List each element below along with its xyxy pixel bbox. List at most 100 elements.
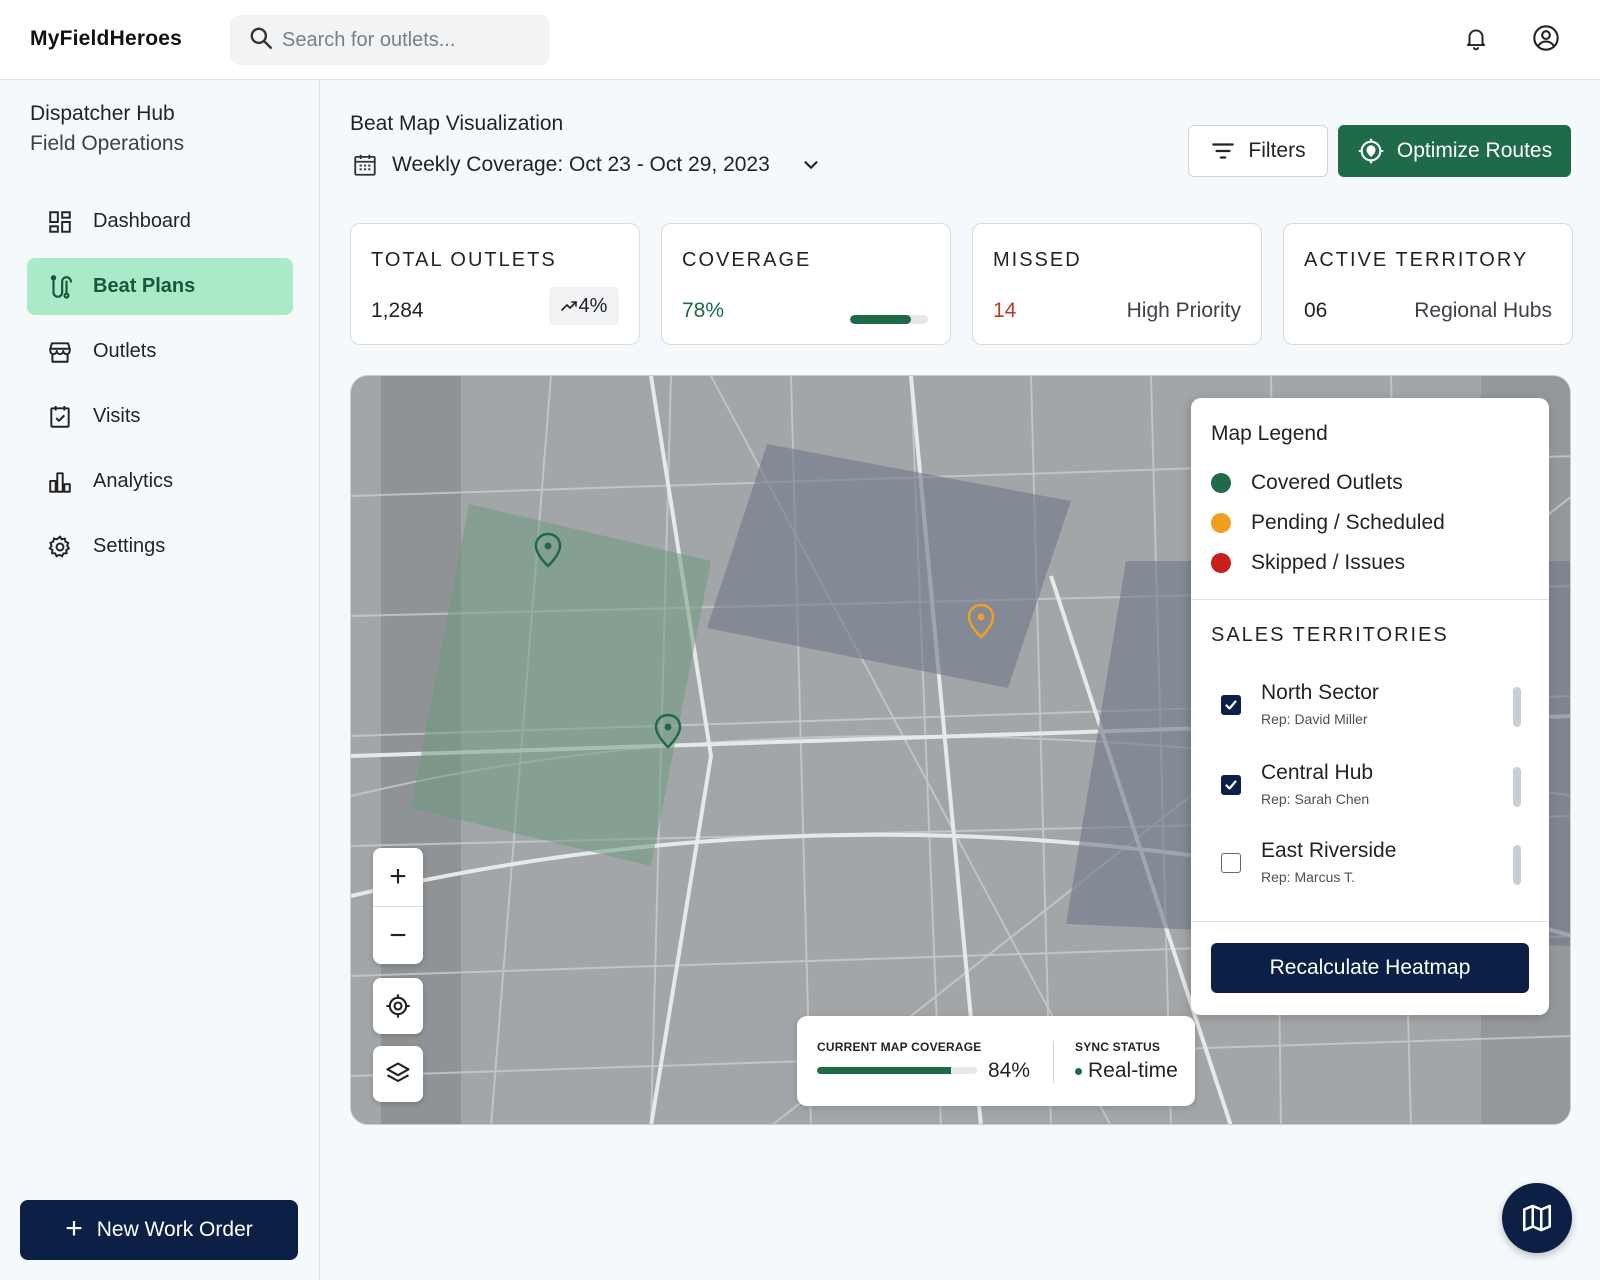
bar-chart-icon (49, 471, 71, 493)
sidebar-item-label: Visits (93, 405, 141, 427)
stat-label: COVERAGE (682, 249, 812, 271)
stat-label: TOTAL OUTLETS (371, 249, 557, 271)
sidebar-item-label: Analytics (93, 470, 174, 492)
top-bar: MyFieldHeroes (0, 0, 1600, 80)
coverage-progress-bar (850, 315, 928, 324)
trend-badge: 4% (549, 287, 619, 325)
layers-icon (386, 1062, 410, 1083)
sidebar-item-settings[interactable]: Settings (27, 518, 293, 575)
optimize-routes-button[interactable]: Optimize Routes (1338, 125, 1571, 177)
divider (1191, 921, 1549, 922)
calendar-check-icon (50, 405, 70, 428)
map-pin-covered[interactable] (654, 713, 682, 749)
search-box[interactable] (230, 15, 550, 65)
status-dot-icon (1075, 1067, 1082, 1075)
trend-up-icon (560, 301, 577, 311)
route-icon (50, 274, 72, 299)
chevron-down-icon (804, 161, 818, 169)
legend-item: Pending / Scheduled (1211, 511, 1445, 535)
sync-status: Real-time (1075, 1059, 1178, 1083)
locate-button[interactable] (373, 978, 423, 1034)
filters-button[interactable]: Filters (1188, 125, 1328, 177)
red-dot-icon (1211, 553, 1231, 573)
territory-checkbox[interactable] (1221, 695, 1241, 715)
orange-dot-icon (1211, 513, 1231, 533)
dashboard-grid-icon (49, 210, 71, 233)
date-range-selector[interactable]: Weekly Coverage: Oct 23 - Oct 29, 2023 (352, 152, 822, 178)
current-coverage-value: 84% (988, 1059, 1031, 1082)
legend-item: Covered Outlets (1211, 471, 1403, 495)
territory-name: Central Hub (1261, 761, 1374, 784)
sync-status-label: SYNC STATUS (1075, 1040, 1161, 1054)
current-coverage-fill (817, 1067, 952, 1074)
search-input[interactable] (282, 28, 542, 52)
recalculate-heatmap-button[interactable]: Recalculate Heatmap (1211, 943, 1529, 993)
territory-rep: Rep: Marcus T. (1261, 869, 1355, 885)
plus-icon: + (65, 1211, 83, 1245)
legend-item-label: Skipped / Issues (1251, 551, 1406, 574)
beat-map[interactable]: + − CURRENT MAP COVERAGE 84% SYNC STATUS… (350, 375, 1571, 1125)
stat-value: 06 (1304, 299, 1328, 322)
map-pin-covered[interactable] (534, 532, 562, 568)
hub-title: Dispatcher Hub (30, 102, 175, 125)
stat-card-coverage: COVERAGE 78% (661, 223, 951, 345)
drag-handle[interactable] (1513, 845, 1521, 885)
sidebar-item-beat-plans[interactable]: Beat Plans (27, 258, 293, 315)
drag-handle[interactable] (1513, 767, 1521, 807)
sidebar-item-label: Outlets (93, 340, 157, 362)
stat-note: High Priority (1126, 299, 1241, 322)
sidebar-item-analytics[interactable]: Analytics (27, 453, 293, 510)
legend-item-label: Covered Outlets (1251, 471, 1403, 494)
zoom-controls: + − (373, 848, 423, 964)
green-dot-icon (1211, 473, 1231, 493)
sidebar-item-outlets[interactable]: Outlets (27, 323, 293, 380)
territory-item-east-riverside: East Riverside Rep: Marcus T. (1221, 839, 1531, 895)
sales-territories-heading: SALES TERRITORIES (1211, 624, 1449, 646)
zoom-in-button[interactable]: + (389, 860, 407, 893)
hub-subtitle: Field Operations (30, 132, 185, 155)
sync-status-value: Real-time (1088, 1059, 1178, 1082)
drag-handle[interactable] (1513, 687, 1521, 727)
stat-card-active-territory: ACTIVE TERRITORY 06 Regional Hubs (1283, 223, 1573, 345)
territory-checkbox[interactable] (1221, 853, 1241, 873)
map-coverage-panel: CURRENT MAP COVERAGE 84% SYNC STATUS Rea… (797, 1016, 1195, 1106)
zoom-out-button[interactable]: − (373, 906, 423, 964)
stat-value: 1,284 (371, 299, 424, 322)
filters-label: Filters (1248, 139, 1306, 162)
app-brand[interactable]: MyFieldHeroes (30, 27, 182, 50)
current-coverage-label: CURRENT MAP COVERAGE (817, 1040, 982, 1054)
target-pin-icon (1358, 138, 1384, 164)
sidebar-item-visits[interactable]: Visits (27, 388, 293, 445)
map-view-fab[interactable] (1502, 1183, 1572, 1253)
sidebar-item-dashboard[interactable]: Dashboard (27, 193, 293, 250)
date-range-label: Weekly Coverage: Oct 23 - Oct 29, 2023 (392, 153, 770, 176)
current-coverage-bar (817, 1067, 977, 1074)
legend-item-label: Pending / Scheduled (1251, 511, 1445, 534)
divider (1053, 1041, 1054, 1083)
sidebar-item-label: Settings (93, 535, 166, 557)
trend-value: 4% (578, 294, 608, 317)
filter-lines-icon (1212, 143, 1235, 159)
calendar-icon (354, 154, 376, 176)
stat-label: MISSED (993, 249, 1082, 271)
gear-icon (48, 534, 71, 558)
sidebar-item-label: Beat Plans (93, 275, 196, 297)
legend-title: Map Legend (1211, 422, 1328, 445)
new-work-order-label: New Work Order (96, 1218, 253, 1241)
map-pin-pending[interactable] (967, 603, 995, 639)
territory-rep: Rep: Sarah Chen (1261, 791, 1370, 807)
layers-button[interactable] (373, 1046, 423, 1102)
new-work-order-button[interactable]: + New Work Order (20, 1200, 298, 1260)
legend-item: Skipped / Issues (1211, 551, 1405, 575)
divider (1191, 599, 1549, 600)
map-legend-panel: Map Legend Covered Outlets Pending / Sch… (1191, 398, 1549, 1015)
bell-icon[interactable] (1458, 20, 1494, 56)
map-icon (1522, 1204, 1552, 1232)
stat-value: 78% (682, 299, 725, 322)
territory-checkbox[interactable] (1221, 775, 1241, 795)
territory-rep: Rep: David Miller (1261, 711, 1368, 727)
account-circle-icon[interactable] (1528, 20, 1564, 56)
optimize-routes-label: Optimize Routes (1396, 139, 1553, 162)
sidebar-nav: Dashboard Beat Plans Outlets Visits Anal… (27, 193, 293, 583)
crosshair-locate-icon (386, 994, 410, 1018)
